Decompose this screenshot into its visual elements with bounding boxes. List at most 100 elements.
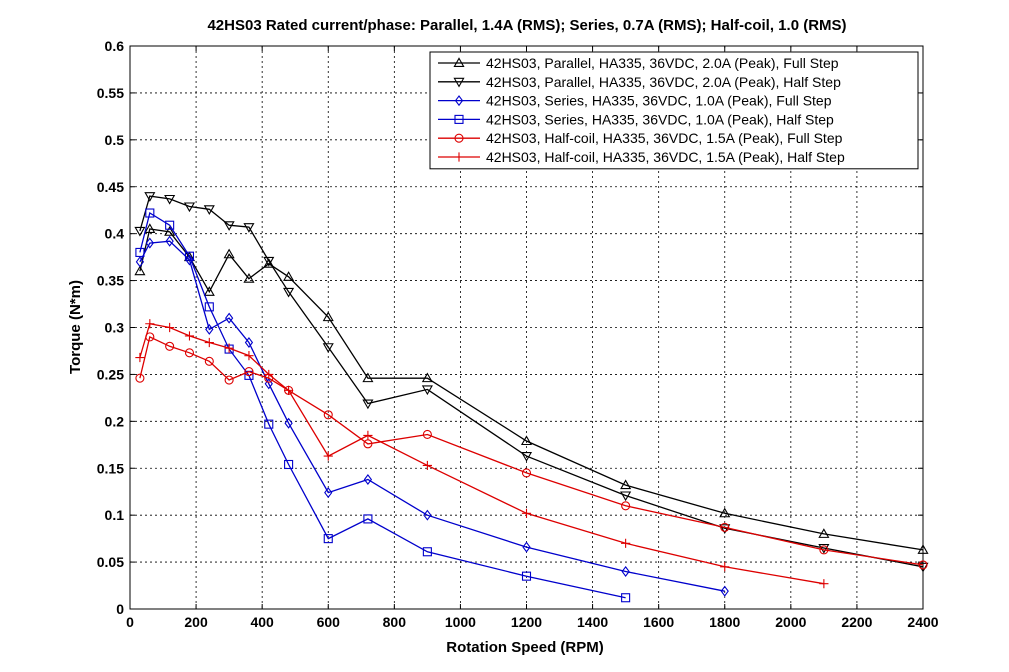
data-point-marker (453, 57, 465, 67)
data-point-marker (421, 372, 433, 383)
data-point-marker (363, 430, 373, 441)
x-tick-label: 800 (383, 614, 407, 630)
y-tick-label: 0.6 (105, 38, 125, 54)
series-5 (135, 332, 928, 570)
data-point-marker (322, 343, 334, 353)
data-point-marker (144, 192, 156, 202)
y-tick-label: 0.35 (97, 273, 124, 289)
y-axis-label: Torque (N*m) (67, 280, 84, 374)
data-point-marker (422, 547, 432, 557)
data-point-marker (454, 95, 464, 107)
data-point-marker (621, 593, 631, 603)
legend-box (429, 51, 919, 170)
axis-ticks: 0 200 400 600 800 1000 1200 1400 1600 1800 2000 220… (97, 38, 939, 630)
legend-entry: 42HS03, Half-coil, HA335, 36VDC, 1.5A (P… (438, 149, 845, 165)
data-point-marker (520, 452, 533, 462)
data-point-marker (144, 223, 156, 233)
y-tick-label: 0.25 (97, 366, 124, 382)
data-point-marker (453, 77, 465, 88)
data-point-marker (363, 514, 373, 524)
data-point-marker (621, 538, 631, 548)
series-3 (135, 235, 729, 597)
data-point-marker (204, 302, 214, 312)
data-point-marker (244, 336, 254, 349)
legend-label: 42HS03, Parallel, HA335, 36VDC, 2.0A (Pe… (486, 74, 841, 90)
data-point-marker (243, 272, 255, 283)
data-point-marker (620, 491, 632, 502)
data-point-marker (184, 251, 195, 261)
x-tick-label: 400 (250, 614, 274, 630)
y-tick-label: 0.4 (105, 226, 125, 242)
data-point-marker (165, 235, 174, 247)
data-point-marker (454, 114, 464, 124)
data-point-marker (205, 323, 214, 335)
x-tick-label: 1800 (709, 614, 740, 630)
data-point-marker (264, 419, 274, 429)
data-point-marker (264, 369, 274, 380)
data-point-marker (223, 248, 235, 259)
data-point-marker (263, 256, 275, 267)
series-6 (135, 319, 829, 589)
data-point-marker (223, 221, 235, 231)
legend-label: 42HS03, Series, HA335, 36VDC, 1.0A (Peak… (486, 93, 832, 109)
legend-label: 42HS03, Half-coil, HA335, 36VDC, 1.5A (P… (486, 130, 843, 146)
data-point-marker (135, 256, 145, 268)
data-point-marker (323, 534, 333, 544)
data-point-marker (224, 343, 234, 353)
x-tick-label: 0 (126, 614, 134, 630)
data-point-marker (145, 237, 154, 249)
x-tick-label: 2400 (907, 614, 938, 630)
legend-label: 42HS03, Series, HA335, 36VDC, 1.0A (Peak… (486, 111, 834, 127)
data-point-marker (819, 579, 829, 589)
data-point-marker (283, 271, 295, 281)
series-line (139, 322, 825, 585)
data-point-marker (454, 152, 464, 162)
legend-label: 42HS03, Half-coil, HA335, 36VDC, 1.5A (P… (486, 149, 845, 165)
data-point-marker (203, 205, 215, 215)
data-point-marker (135, 247, 145, 257)
x-tick-label: 600 (317, 614, 341, 630)
data-point-marker (917, 562, 929, 573)
data-point-marker (422, 429, 432, 440)
data-point-marker (324, 487, 333, 499)
data-point-marker (184, 348, 195, 358)
data-point-marker (284, 385, 294, 395)
data-point-marker (720, 562, 730, 572)
data-point-marker (720, 522, 730, 532)
series-line (139, 240, 725, 592)
data-point-marker (522, 541, 531, 553)
data-point-marker (184, 331, 195, 341)
data-point-marker (719, 507, 731, 518)
data-point-marker (818, 528, 830, 538)
data-point-marker (134, 265, 146, 276)
data-point-marker (183, 202, 196, 213)
data-point-marker (165, 220, 175, 230)
data-point-marker (284, 459, 294, 470)
legend-label: 42HS03, Parallel, HA335, 36VDC, 2.0A (Pe… (486, 55, 839, 71)
data-point-marker (362, 399, 374, 410)
data-point-marker (521, 508, 532, 518)
y-tick-label: 0.05 (97, 554, 124, 570)
data-point-marker (323, 410, 333, 420)
data-series (134, 192, 929, 603)
data-point-marker (621, 501, 631, 511)
data-point-marker (521, 571, 532, 581)
series-4 (135, 208, 631, 603)
x-tick-label: 1600 (643, 614, 674, 630)
y-tick-label: 0 (116, 601, 124, 617)
data-point-marker (323, 451, 333, 461)
data-point-marker (362, 372, 374, 383)
data-point-marker (243, 223, 255, 233)
series-line (139, 211, 626, 599)
chart-title: 42HS03 Rated current/phase: Parallel, 1.… (207, 17, 846, 34)
data-point-marker (720, 585, 729, 597)
data-point-marker (244, 367, 254, 377)
data-point-marker (145, 319, 155, 329)
legend-entry: 42HS03, Parallel, HA335, 36VDC, 2.0A (Pe… (438, 74, 841, 90)
data-point-marker (520, 435, 533, 446)
x-tick-label: 1000 (445, 614, 476, 630)
data-point-marker (165, 322, 175, 333)
data-point-marker (204, 356, 214, 366)
data-point-marker (621, 565, 630, 577)
